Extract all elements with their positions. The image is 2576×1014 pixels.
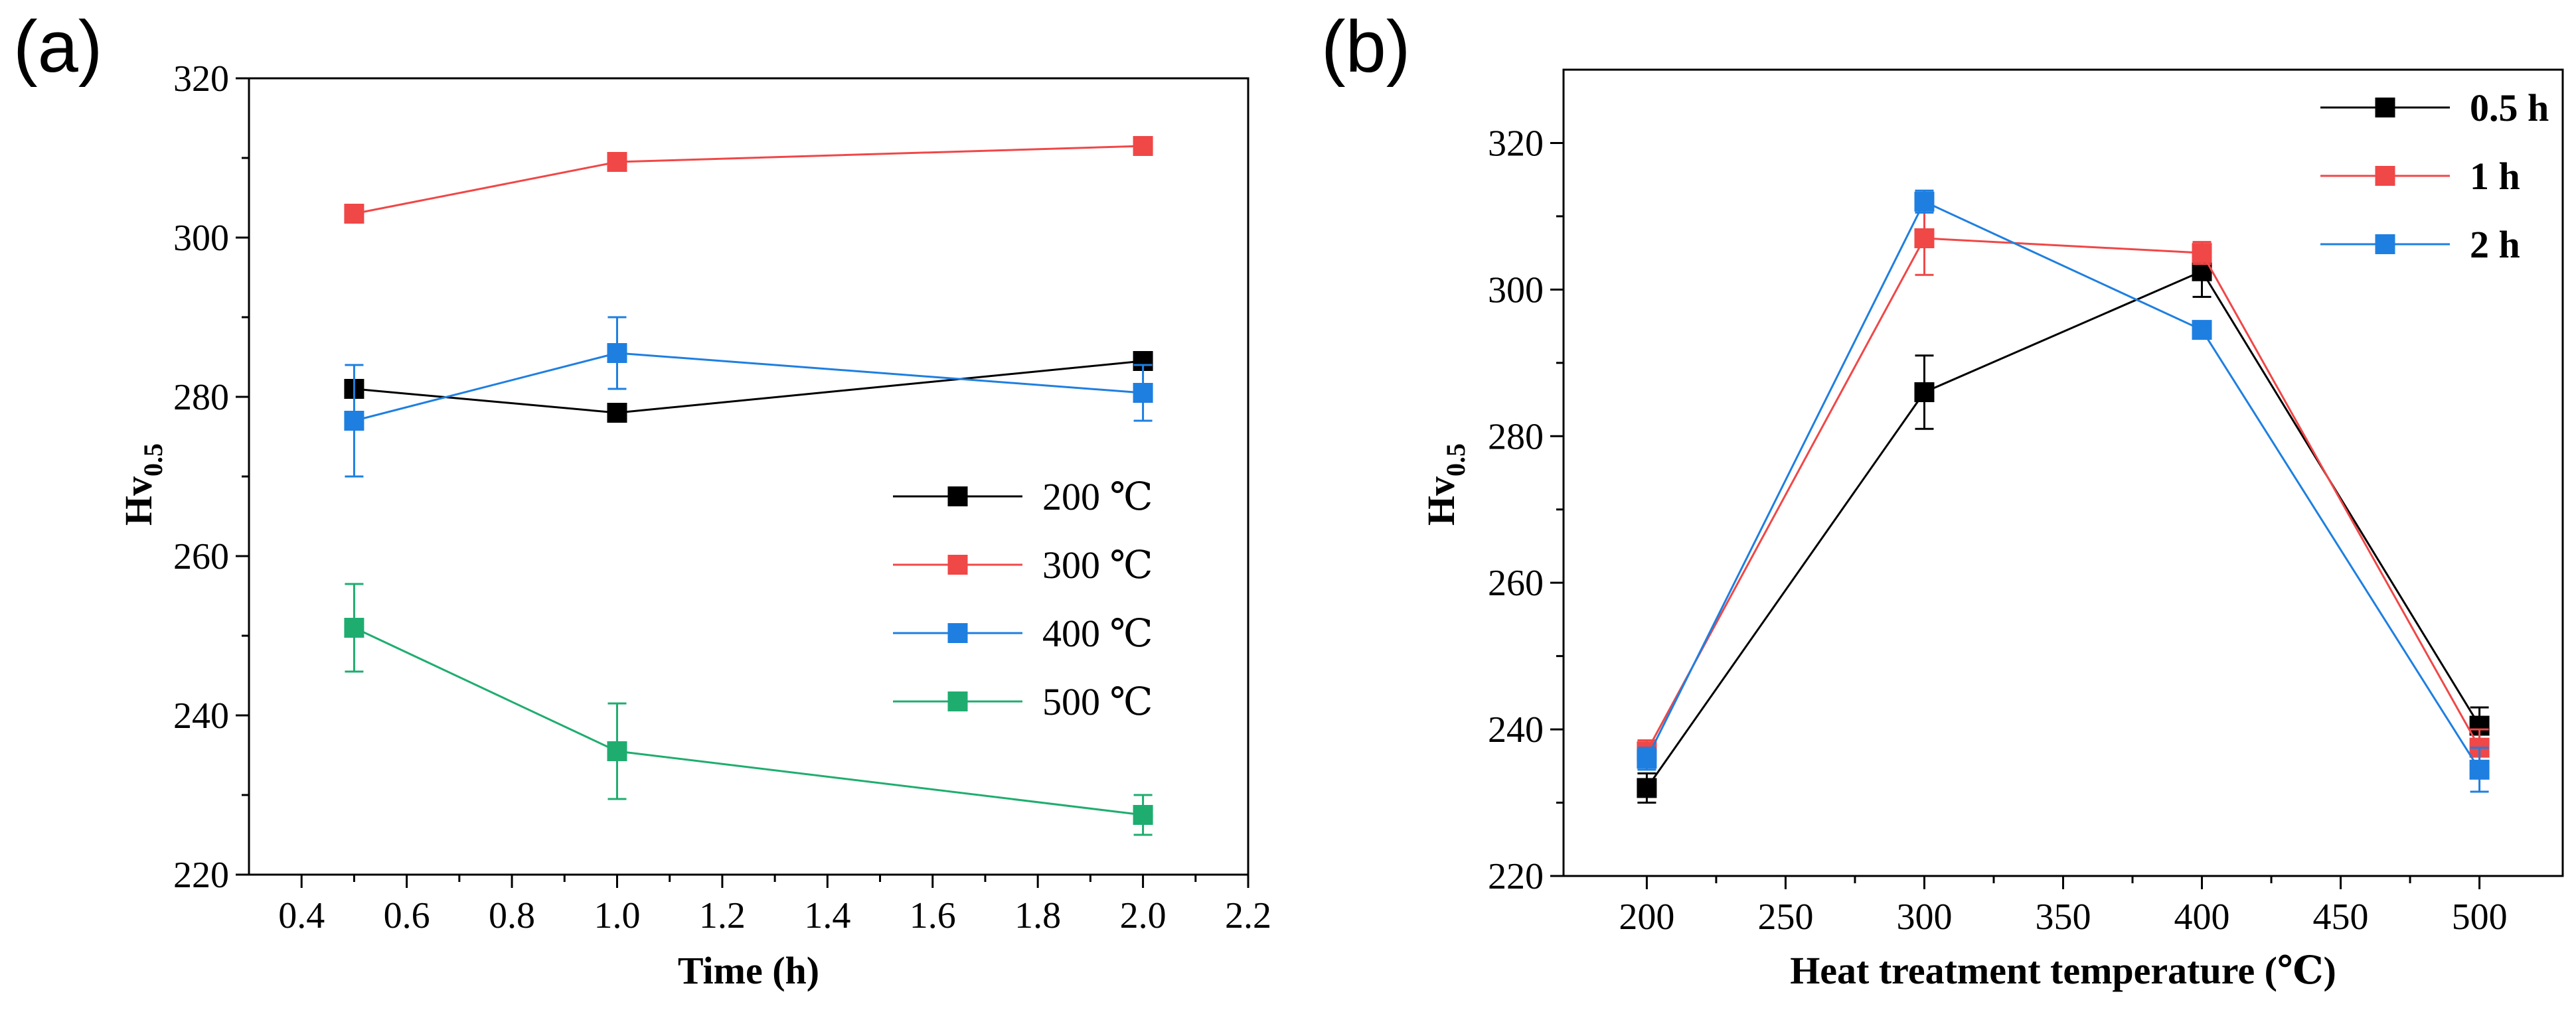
legend-label: 200 ℃ [1042,475,1153,518]
y-axis-title: Hv0.5 [1419,443,1471,526]
data-point [1914,228,1935,249]
data-point [1133,383,1153,403]
y-tick-label: 280 [1488,416,1544,457]
legend-label: 400 ℃ [1042,612,1153,655]
series-line [353,626,1143,816]
y-tick-label: 240 [173,695,229,737]
panel-a-chart: (a) 0.4 0.6 0.8 1.0 1.2 1.4 1.6 1.8 2.0 2.2 220 240 2… [13,6,1271,992]
panel-b-chart: (b) 200 250 300 350 400 450 500 220 240 260 280 300 3… [1321,6,2564,992]
legend-marker [947,691,968,711]
series-0 [344,351,1153,423]
legend-marker [947,486,968,506]
y-axis-title-subscript: 0.5 [138,443,168,476]
legend: 200 ℃ 300 ℃ 400 ℃ 500 ℃ [893,475,1153,723]
y-axis-title-main: Hv [117,476,160,526]
data-point [607,403,627,423]
y-tick-label: 300 [173,218,229,259]
legend-label: 300 ℃ [1042,543,1153,587]
x-tick-label: 300 [1896,897,1952,938]
panel-label: (a) [13,6,102,88]
y-tick-label: 220 [173,855,229,896]
data-point [2469,759,2490,780]
series-1 [1637,200,2490,767]
data-point [1133,136,1153,156]
y-tick-label: 240 [1488,709,1544,751]
legend-marker [2375,166,2395,186]
x-tick-label: 1.6 [910,895,956,936]
data-point [2192,243,2212,263]
x-tick-label: 0.4 [278,895,325,936]
data-point [607,152,627,172]
legend-label: 1 h [2470,155,2520,198]
x-tick-label: 0.8 [489,895,535,936]
data-point [344,411,364,431]
y-tick-label: 320 [1488,123,1544,164]
series-2 [344,316,1153,478]
series-3 [344,583,1153,836]
y-tick-label: 260 [1488,563,1544,604]
y-tick-label: 300 [1488,269,1544,311]
panel-label: (b) [1321,6,1410,88]
x-axis-title: Heat treatment temperature (℃) [1790,949,2336,992]
x-tick-label: 2.2 [1225,895,1271,936]
legend-label: 2 h [2470,223,2520,266]
y-axis-title: Hv0.5 [117,443,168,526]
data-point [344,618,364,638]
x-tick-label: 1.8 [1014,895,1061,936]
data-point [1637,749,1657,769]
series-line [1646,200,2480,770]
legend-marker [2375,98,2395,117]
x-tick-label: 500 [2452,897,2508,938]
legend-marker [2375,234,2395,254]
series-line [354,352,1143,422]
legend-label: 500 ℃ [1042,680,1153,723]
x-tick-label: 2.0 [1120,895,1167,936]
legend-marker [947,555,968,575]
plot-frame [1562,68,2564,877]
y-tick-label: 220 [1488,856,1544,897]
series-2 [1637,189,2490,793]
x-axis-title: Time (h) [678,949,819,992]
x-tick-label: 1.2 [699,895,746,936]
legend-marker [947,623,968,643]
data-point [2192,320,2212,340]
x-tick-label: 350 [2036,897,2091,938]
y-tick-label: 280 [173,377,229,418]
x-tick-label: 200 [1619,897,1674,938]
x-tick-label: 1.0 [594,895,640,936]
legend-label: 0.5 h [2470,86,2549,129]
x-tick-label: 400 [2174,897,2230,938]
series-line [354,145,1143,215]
y-tick-label: 260 [173,536,229,577]
data-point [344,204,364,224]
x-tick-label: 250 [1757,897,1813,938]
y-axis-title-subscript: 0.5 [1441,443,1471,476]
series-line [1646,237,2480,752]
y-axis-title-main: Hv [1419,476,1463,526]
x-tick-label: 0.6 [384,895,430,936]
data-point [1914,191,1935,212]
series-1 [344,136,1153,224]
data-point [607,343,627,363]
series-line [354,360,1143,414]
data-point [607,741,627,761]
x-tick-label: 1.4 [804,895,850,936]
x-tick-label: 450 [2313,897,2369,938]
y-tick-label: 320 [173,58,229,100]
data-point [1133,805,1153,825]
data-point [1637,778,1657,798]
series-line [1646,269,2480,789]
data-point [1914,382,1935,402]
legend: 0.5 h 1 h 2 h [2320,86,2549,266]
